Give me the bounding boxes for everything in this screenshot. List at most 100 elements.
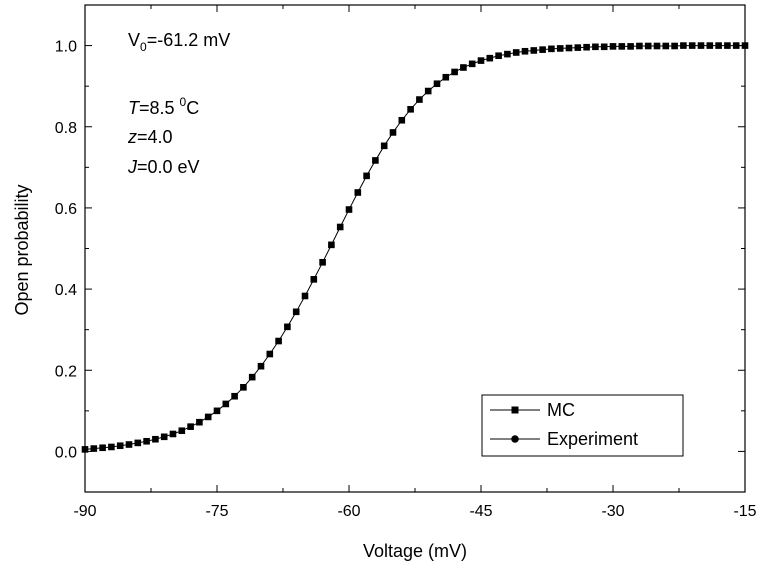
- data-point: [451, 68, 458, 76]
- data-point: [688, 42, 696, 49]
- data-point: [416, 96, 423, 103]
- data-point: [715, 42, 722, 49]
- data-point: [724, 42, 731, 49]
- data-point: [539, 46, 546, 53]
- data-point: [160, 433, 168, 441]
- data-point: [222, 400, 230, 408]
- data-point: [248, 373, 256, 381]
- data-point: [90, 445, 98, 452]
- annotation-t-symbol: T: [128, 98, 141, 118]
- annotation-j: J=0.0 eV: [127, 157, 200, 177]
- data-point: [196, 418, 203, 426]
- data-point: [99, 444, 106, 452]
- annotation-t-superscript: 0: [180, 95, 187, 109]
- data-point: [548, 45, 555, 53]
- tick-labels: -90 -75 -60 -45 -30 -15 0.0 0.2 0.4 0.6 0.8 1.0: [55, 39, 757, 520]
- data-point: [292, 308, 300, 316]
- data-point: [618, 43, 626, 50]
- data-point: [521, 47, 529, 55]
- data-point: [81, 446, 89, 453]
- data-point: [592, 43, 599, 51]
- data-point: [512, 49, 520, 56]
- data-point: [583, 43, 590, 51]
- x-tick-label: -60: [337, 503, 360, 520]
- x-tick-label: -30: [601, 503, 624, 520]
- annotation-v0-subscript: 0: [140, 40, 147, 54]
- data-point: [275, 337, 282, 345]
- x-tick-label: -15: [733, 503, 756, 520]
- data-point: [336, 223, 344, 231]
- data-point: [741, 42, 749, 49]
- data-point: [143, 437, 150, 445]
- data-point: [442, 73, 450, 81]
- data-point: [125, 441, 133, 448]
- data-point: [565, 44, 573, 52]
- data-point: [310, 276, 318, 283]
- data-point: [187, 423, 194, 430]
- data-point: [530, 47, 538, 54]
- annotation-j-symbol: J: [127, 157, 138, 177]
- data-point: [169, 430, 177, 438]
- x-tick-label: -45: [469, 503, 492, 520]
- y-tick-label: 0.8: [55, 120, 77, 137]
- data-point: [706, 42, 714, 49]
- data-point: [284, 323, 291, 331]
- data-point: [354, 189, 362, 196]
- annotation-v0-value: =-61.2 mV: [147, 30, 231, 50]
- data-point: [468, 60, 476, 68]
- y-tick-label: 1.0: [55, 39, 77, 56]
- data-point: [477, 57, 485, 64]
- data-point: [574, 44, 582, 51]
- annotation-t-value: =8.5: [139, 98, 180, 118]
- annotation-temperature: T=8.5 0C: [128, 95, 199, 118]
- annotation-z-symbol: z: [127, 127, 137, 147]
- data-point: [152, 435, 159, 443]
- series-mc: [81, 42, 749, 453]
- data-point: [495, 52, 502, 60]
- data-point: [240, 383, 247, 391]
- data-point: [460, 64, 467, 71]
- data-point: [328, 241, 335, 249]
- data-point: [301, 292, 309, 300]
- data-point: [627, 43, 634, 50]
- y-tick-label: 0.6: [55, 201, 77, 218]
- data-point: [178, 427, 186, 435]
- y-axis-label: Open probability: [12, 184, 32, 315]
- legend: MC Experiment: [481, 394, 684, 457]
- data-point: [644, 42, 652, 50]
- data-point: [433, 80, 441, 88]
- legend-label-experiment: Experiment: [547, 429, 638, 449]
- series-layer: [81, 42, 749, 453]
- data-point: [389, 129, 397, 136]
- data-point: [372, 157, 379, 164]
- data-point: [398, 116, 406, 124]
- data-point: [380, 142, 388, 150]
- x-tick-label: -75: [205, 503, 228, 520]
- legend-label-mc: MC: [547, 400, 575, 420]
- data-point: [556, 45, 564, 52]
- data-point: [407, 105, 414, 113]
- parameter-annotations: V0=-61.2 mV T=8.5 0C z=4.0 J=0.0 eV: [127, 30, 230, 177]
- data-point: [680, 42, 687, 49]
- data-point: [697, 42, 705, 49]
- data-point: [609, 43, 617, 50]
- data-point: [116, 442, 124, 450]
- series-line: [84, 45, 745, 450]
- data-point: [231, 392, 238, 400]
- data-point: [108, 443, 115, 451]
- annotation-j-value: =0.0 eV: [137, 157, 200, 177]
- legend-box: [481, 394, 684, 457]
- data-point: [600, 43, 608, 51]
- data-point: [732, 42, 740, 49]
- data-point: [134, 439, 142, 447]
- annotation-z: z=4.0: [127, 127, 173, 147]
- data-point: [662, 42, 670, 50]
- annotation-v0: V0=-61.2 mV: [128, 30, 230, 54]
- y-tick-label: 0.2: [55, 363, 77, 380]
- data-point: [504, 50, 511, 58]
- y-tick-label: 0.0: [55, 444, 77, 461]
- data-point: [266, 350, 274, 358]
- annotation-t-unit: C: [186, 98, 199, 118]
- data-point: [204, 413, 212, 421]
